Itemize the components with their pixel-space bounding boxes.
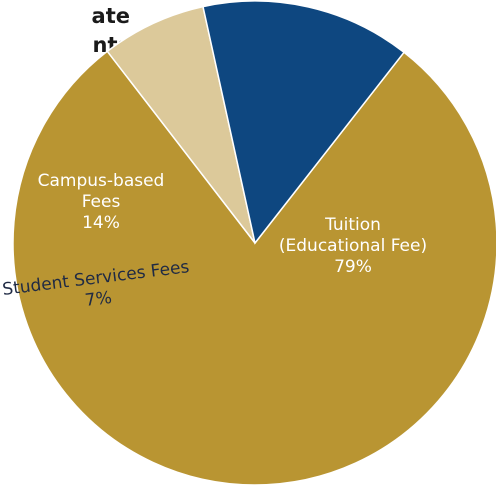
pie-slice (202, 0, 406, 245)
slice-category-label: Tuition (324, 215, 381, 235)
title-line-1: ate (91, 4, 130, 28)
slice-value-label: 79% (334, 257, 372, 277)
slice-value-label: 14% (82, 213, 120, 233)
slice-label-group: Tuition(Educational Fee)79% (279, 215, 427, 277)
slice-category-label: (Educational Fee) (279, 236, 427, 256)
slice-category-label: Fees (82, 192, 121, 212)
slice-value-label: 7% (84, 288, 113, 311)
pie-slice (106, 5, 256, 244)
slice-category-label: Campus-based (38, 171, 165, 191)
